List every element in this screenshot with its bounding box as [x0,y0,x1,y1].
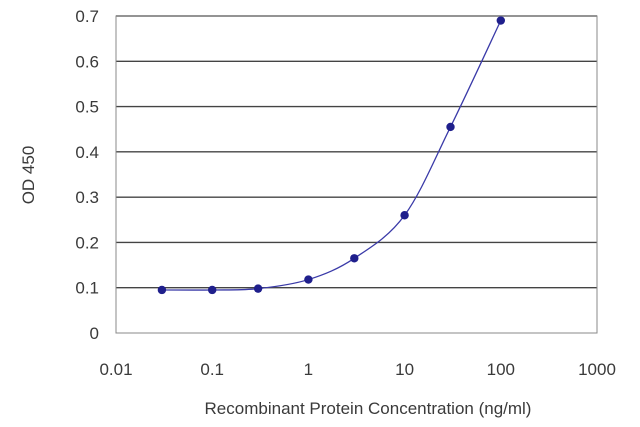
y-tick-label: 0.7 [75,7,99,26]
y-tick-labels: 0 0.1 0.2 0.3 0.4 0.5 0.6 0.7 [75,7,99,343]
y-tick-label: 0.4 [75,143,99,162]
x-tick-label: 1000 [578,360,616,379]
data-point [400,211,409,220]
x-tick-label: 100 [487,360,515,379]
data-point [208,285,217,295]
x-axis-title: Recombinant Protein Concentration (ng/ml… [205,399,532,418]
y-axis-title: OD 450 [19,146,38,205]
y-tick-label: 0.2 [75,233,99,252]
x-tick-labels: 0.01 0.1 1 10 100 1000 [99,360,615,379]
data-point [157,285,167,295]
y-tick-label: 0.6 [75,52,99,71]
data-point [304,275,313,284]
grid-layer [116,15,597,289]
data-point [350,254,359,263]
x-tick-label: 0.1 [200,360,224,379]
x-tick-label: 1 [304,360,313,379]
y-tick-label: 0.1 [75,279,99,298]
x-tick-label: 10 [395,360,414,379]
data-point [446,122,455,132]
y-tick-label: 0 [90,324,99,343]
y-tick-label: 0.3 [75,188,99,207]
data-point [253,284,263,293]
x-tick-label: 0.01 [99,360,132,379]
y-tick-label: 0.5 [75,98,99,117]
data-markers [157,16,505,295]
data-point [496,16,505,25]
plot-frame [115,15,598,334]
